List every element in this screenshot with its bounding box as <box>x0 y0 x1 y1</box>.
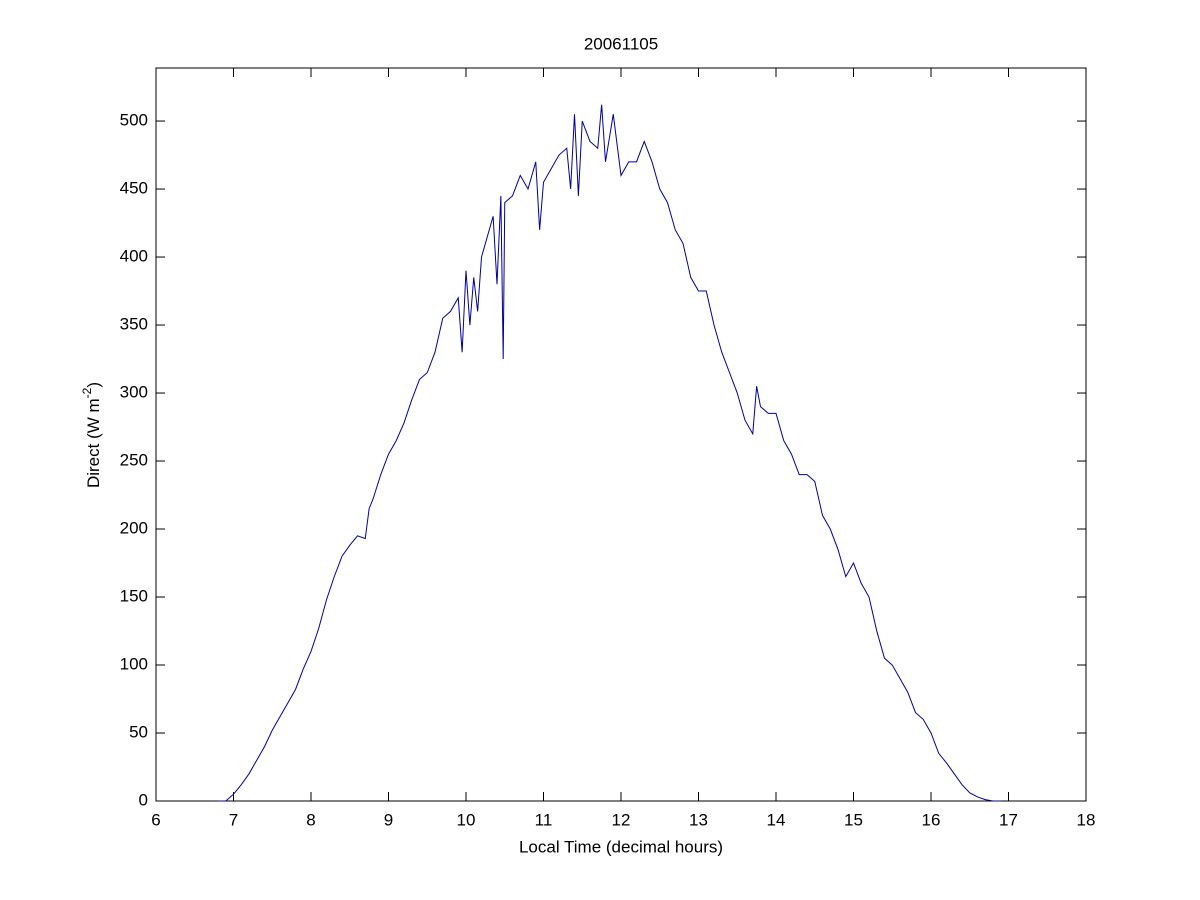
x-tick-label: 15 <box>844 810 863 829</box>
y-tick-label: 0 <box>139 790 148 809</box>
y-tick-label: 350 <box>120 315 148 334</box>
x-tick-label: 6 <box>151 810 160 829</box>
y-label-text: Direct (W m <box>84 398 103 488</box>
y-label-suffix: ) <box>84 382 103 388</box>
x-tick-label: 13 <box>689 810 708 829</box>
y-tick-label: 200 <box>120 518 148 537</box>
x-tick-label: 11 <box>535 810 553 829</box>
y-tick-label: 400 <box>120 247 148 266</box>
x-tick-label: 8 <box>306 810 315 829</box>
y-tick-label: 150 <box>120 586 148 605</box>
x-tick-label: 7 <box>229 810 238 829</box>
chart-title: 20061105 <box>584 34 658 53</box>
x-tick-label: 16 <box>922 810 941 829</box>
y-tick-label: 50 <box>129 722 148 741</box>
x-tick-label: 17 <box>999 810 1018 829</box>
y-label-superscript: -2 <box>80 387 94 398</box>
y-tick-label: 250 <box>120 451 148 470</box>
x-tick-label: 18 <box>1077 810 1096 829</box>
x-tick-label: 9 <box>384 810 393 829</box>
y-tick-label: 100 <box>120 654 148 673</box>
x-tick-label: 10 <box>457 810 476 829</box>
data-line <box>218 104 1001 802</box>
x-tick-label: 14 <box>767 810 786 829</box>
axes-box <box>155 67 1087 802</box>
y-tick-label: 450 <box>120 179 148 198</box>
y-axis-label: Direct (W m-2) <box>80 382 103 488</box>
y-tick-label: 500 <box>120 111 148 130</box>
y-tick-label: 300 <box>120 383 148 402</box>
x-tick-label: 12 <box>612 810 631 829</box>
x-axis-label: Local Time (decimal hours) <box>519 837 723 856</box>
